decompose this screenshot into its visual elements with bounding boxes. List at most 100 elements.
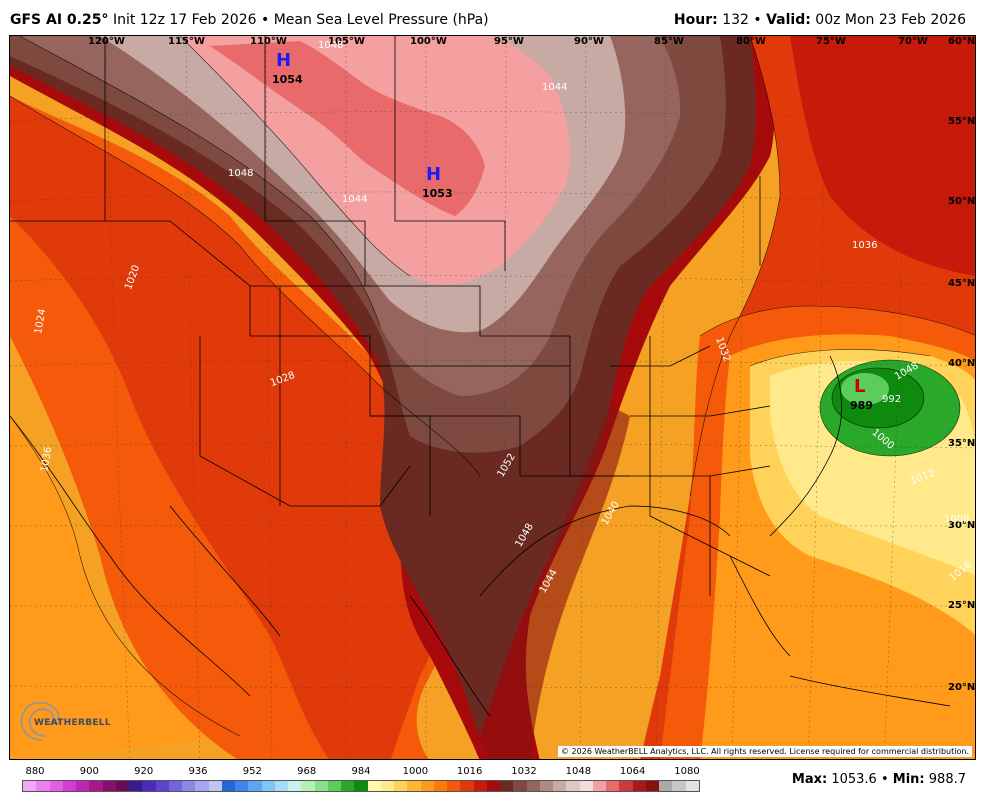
legend-label: 1064 (619, 766, 646, 777)
legend-swatch (261, 781, 275, 791)
legend-label: 900 (79, 766, 99, 777)
legend-swatch (433, 781, 447, 791)
longitude-label: 120°W (88, 36, 125, 47)
legend-swatch (76, 781, 90, 791)
legend-swatch (619, 781, 633, 791)
legend-swatch (407, 781, 421, 791)
separator: • (880, 772, 889, 787)
legend-swatch (274, 781, 288, 791)
legend-swatch (354, 781, 368, 791)
latitude-label: 20°N (948, 682, 976, 693)
longitude-label: 85°W (654, 36, 684, 47)
legend-swatch (341, 781, 355, 791)
hour-value: 132 (722, 12, 749, 28)
legend-swatch (142, 781, 156, 791)
pressure-center-value: 989 (850, 399, 873, 412)
hour-label: Hour: (673, 12, 718, 28)
longitude-label: 100°W (410, 36, 447, 47)
legend-swatch (102, 781, 116, 791)
legend-swatch (129, 781, 143, 791)
copyright-notice: © 2026 WeatherBELL Analytics, LLC. All r… (558, 746, 972, 757)
isobar-label: 1008 (944, 514, 970, 525)
legend-label: 984 (351, 766, 371, 777)
valid-label: Valid: (766, 12, 811, 28)
legend-swatch (460, 781, 474, 791)
max-value: 1053.6 (831, 772, 877, 787)
legend-label: 1080 (674, 766, 700, 777)
init-time: Init 12z 17 Feb 2026 (112, 12, 257, 28)
legend-swatch (592, 781, 606, 791)
isobar-label: 1044 (342, 194, 368, 205)
legend-swatch (473, 781, 487, 791)
legend-label: 968 (297, 766, 317, 777)
pressure-color-legend (22, 780, 700, 792)
min-label: Min: (892, 772, 925, 787)
legend-swatch (62, 781, 76, 791)
max-label: Max: (791, 772, 828, 787)
legend-swatch (327, 781, 341, 791)
pressure-center-symbol: H (276, 50, 292, 71)
legend-swatch (447, 781, 461, 791)
legend-label: 880 (25, 766, 45, 777)
field-name: Mean Sea Level Pressure (hPa) (273, 12, 489, 28)
legend-swatch (486, 781, 500, 791)
map-canvas (10, 36, 975, 759)
latitude-label: 35°N (948, 438, 976, 449)
legend-swatch (314, 781, 328, 791)
legend-swatch (301, 781, 315, 791)
legend-swatch (36, 781, 50, 791)
legend-swatch (632, 781, 646, 791)
isobar-label: 1048 (318, 40, 344, 51)
latitude-label: 30°N (948, 520, 976, 531)
legend-swatch (23, 781, 37, 791)
legend-swatch (539, 781, 553, 791)
pressure-map[interactable]: 120°W 115°W 110°W 105°W 100°W 95°W 90°W 85°W 80°… (9, 35, 976, 760)
legend-swatch (288, 781, 302, 791)
latitude-label: 25°N (948, 600, 976, 611)
legend-swatch (89, 781, 103, 791)
longitude-label: 80°W (736, 36, 766, 47)
pressure-center-value: 1054 (272, 73, 303, 86)
legend-swatch (526, 781, 540, 791)
legend-label: 920 (134, 766, 154, 777)
degree-mark: ° (101, 12, 109, 28)
legend-swatch (155, 781, 169, 791)
legend-swatch (566, 781, 580, 791)
pressure-center-symbol: H (426, 164, 442, 185)
legend-swatch (500, 781, 514, 791)
legend-labels: 880 900 920 936 952 968 984 1000 1016 1032 1048 106… (22, 766, 702, 778)
legend-swatch (248, 781, 262, 791)
header-right: Hour: 132 • Valid: 00z Mon 23 Feb 2026 (674, 12, 966, 28)
latitude-label: 55°N (948, 116, 976, 127)
valid-value: 00z Mon 23 Feb 2026 (815, 12, 966, 28)
model-name: GFS AI 0.25 (10, 12, 102, 28)
isobar-label: 1044 (542, 82, 568, 93)
isobar-label: 1048 (228, 168, 254, 179)
legend-swatch (367, 781, 381, 791)
latitude-label: 45°N (948, 278, 976, 289)
bullet-2: • (753, 12, 762, 28)
legend-swatch (579, 781, 593, 791)
max-min-readout: Max: 1053.6 • Min: 988.7 (792, 772, 966, 787)
logo-swirl-icon (20, 701, 61, 741)
legend-label: 1032 (511, 766, 537, 777)
isobar-label: 992 (882, 394, 902, 405)
legend-swatch (645, 781, 659, 791)
longitude-label: 105°W (328, 36, 365, 47)
legend-swatch (553, 781, 567, 791)
legend-swatch (221, 781, 235, 791)
bullet: • (260, 12, 270, 28)
latitude-label: 40°N (948, 358, 976, 369)
longitude-label: 115°W (168, 36, 205, 47)
longitude-label: 90°W (574, 36, 604, 47)
legend-swatch (659, 781, 673, 791)
weatherbell-logo (16, 696, 86, 746)
longitude-label: 75°W (816, 36, 846, 47)
legend-label: 1016 (456, 766, 483, 777)
legend-swatch (394, 781, 408, 791)
longitude-label: 110°W (250, 36, 287, 47)
legend-swatch (182, 781, 196, 791)
legend-label: 952 (242, 766, 262, 777)
legend-label: 1048 (565, 766, 592, 777)
legend-swatch (49, 781, 63, 791)
